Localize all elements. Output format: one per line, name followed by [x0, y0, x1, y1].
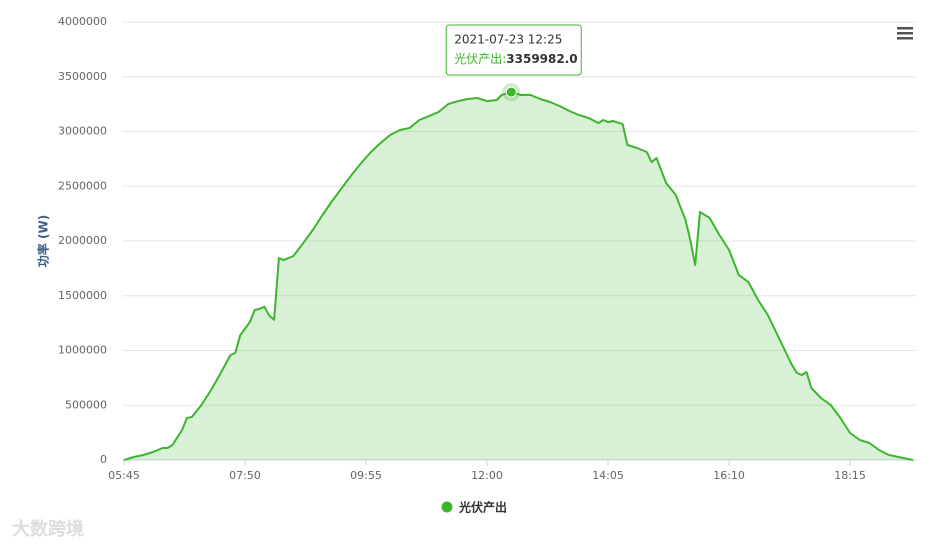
menu-bar	[897, 37, 913, 40]
tooltip-value: 3359982.0	[506, 52, 577, 66]
y-axis-title: 功率 (W)	[36, 215, 51, 267]
tooltip-series: 光伏产出:	[454, 52, 506, 66]
y-tick-label: 500000	[65, 398, 107, 411]
tooltip-label: 光伏产出:3359982.0	[454, 52, 577, 66]
x-tick-label: 07:50	[229, 469, 261, 482]
legend-label: 光伏产出	[458, 500, 507, 515]
y-tick-label: 0	[100, 453, 107, 466]
tooltip-title: 2021-07-23 12:25	[454, 33, 562, 47]
hover-point	[505, 86, 517, 98]
y-tick-label: 3500000	[58, 70, 107, 83]
y-tick-label: 1000000	[58, 344, 107, 357]
y-tick-label: 3000000	[58, 125, 107, 138]
legend: 光伏产出	[441, 500, 507, 515]
x-tick-label: 09:55	[350, 469, 382, 482]
x-tick-label: 05:45	[108, 469, 140, 482]
watermark: 大数跨境	[12, 518, 84, 540]
y-tick-label: 2500000	[58, 179, 107, 192]
legend-marker	[441, 501, 453, 513]
tooltip-box	[445, 24, 582, 76]
menu-button[interactable]	[897, 27, 913, 40]
x-tick-label: 14:05	[592, 469, 624, 482]
x-tick-label: 12:00	[471, 469, 503, 482]
x-tick-label: 18:15	[834, 469, 866, 482]
area	[124, 92, 913, 460]
tooltip: 2021-07-23 12:25 光伏产出:3359982.0	[445, 24, 582, 76]
y-tick-label: 4000000	[58, 15, 107, 28]
y-tick-label: 1500000	[58, 289, 107, 302]
menu-bar	[897, 27, 913, 30]
line	[123, 91, 914, 461]
y-tick-label: 2000000	[58, 234, 107, 247]
menu-bar	[897, 32, 913, 35]
x-tick-label: 16:10	[713, 469, 745, 482]
